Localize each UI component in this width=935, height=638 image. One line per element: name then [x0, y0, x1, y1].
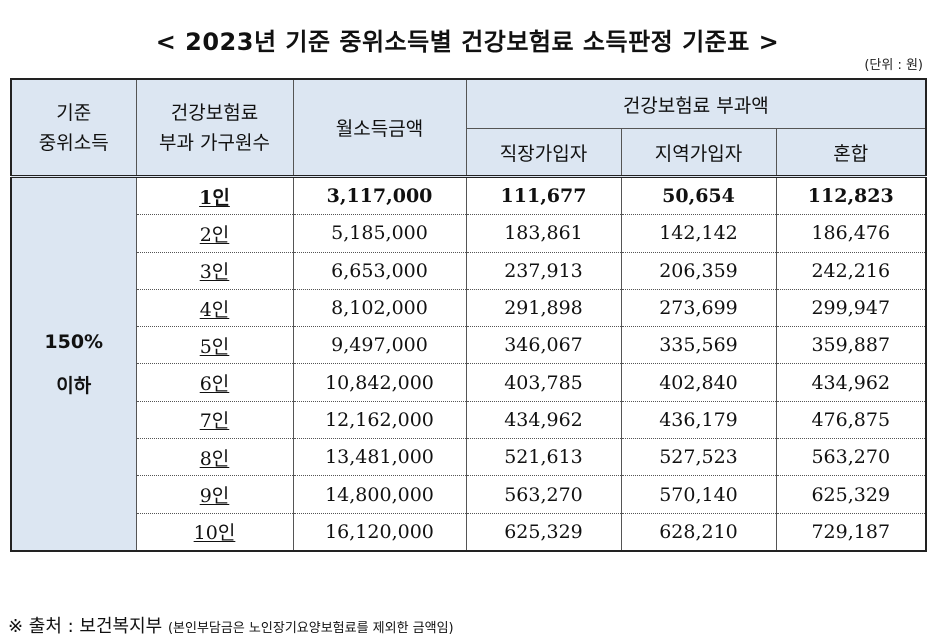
header-premium-amount: 건강보험료 부과액 [465, 78, 927, 129]
premium-table: 기준 중위소득 건강보험료 부과 가구원수 월소득금액 건강보험료 부과액 직장… [10, 78, 928, 552]
table-row: 4인 8,102,000 291,898 273,699 299,947 [11, 289, 927, 328]
regional-premium-cell: 273,699 [620, 289, 777, 328]
regional-premium-cell: 335,569 [620, 326, 777, 365]
household-size-cell: 6인 [135, 363, 294, 402]
monthly-income-cell: 13,481,000 [292, 438, 467, 477]
employee-premium-cell: 111,677 [465, 176, 622, 216]
table-row: 7인 12,162,000 434,962 436,179 476,875 [11, 401, 927, 440]
footer-source: ※ 출처 : 보건복지부 [8, 616, 163, 637]
group-label: 150% 이하 [10, 176, 137, 551]
regional-premium-cell: 402,840 [620, 363, 777, 402]
page-title: < 2023년 기준 중위소득별 건강보험료 소득판정 기준표 > [155, 28, 780, 56]
table-row: 8인 13,481,000 521,613 527,523 563,270 [11, 438, 927, 477]
mixed-premium-cell: 729,187 [775, 513, 927, 551]
header-monthly-income: 월소득금액 [292, 78, 467, 178]
footer-remark: (본인부담금은 노인장기요양보험료를 제외한 금액임) [167, 621, 454, 636]
mixed-premium-cell: 299,947 [775, 289, 927, 328]
header-employee: 직장가입자 [465, 128, 622, 178]
mixed-premium-cell: 186,476 [775, 214, 927, 253]
table-row: 3인 6,653,000 237,913 206,359 242,216 [11, 252, 927, 290]
regional-premium-cell: 142,142 [620, 214, 777, 253]
regional-premium-cell: 527,523 [620, 438, 777, 477]
employee-premium-cell: 625,329 [465, 513, 622, 551]
mixed-premium-cell: 434,962 [775, 363, 927, 402]
monthly-income-cell: 8,102,000 [292, 289, 467, 328]
regional-premium-cell: 628,210 [620, 513, 777, 551]
monthly-income-cell: 14,800,000 [292, 475, 467, 514]
table-row: 9인 14,800,000 563,270 570,140 625,329 [11, 475, 927, 514]
table-row: 6인 10,842,000 403,785 402,840 434,962 [11, 363, 927, 402]
household-size-cell: 7인 [135, 401, 294, 440]
household-size-cell: 2인 [135, 214, 294, 253]
regional-premium-cell: 206,359 [620, 252, 777, 290]
household-size-cell: 5인 [135, 326, 294, 365]
employee-premium-cell: 434,962 [465, 401, 622, 440]
monthly-income-cell: 9,497,000 [292, 326, 467, 365]
household-size-cell: 1인 [135, 176, 294, 216]
regional-premium-cell: 570,140 [620, 475, 777, 514]
household-size-cell: 8인 [135, 438, 294, 477]
table-row: 150% 이하 1인 3,117,000 111,677 50,654 112,823 [10, 176, 927, 551]
monthly-income-cell: 16,120,000 [292, 513, 467, 551]
mixed-premium-cell: 112,823 [775, 176, 927, 216]
footer-note: ※ 출처 : 보건복지부 (본인부담금은 노인장기요양보험료를 제외한 금액임) [8, 612, 454, 638]
table-row: 5인 9,497,000 346,067 335,569 359,887 [11, 326, 927, 365]
employee-premium-cell: 563,270 [465, 475, 622, 514]
monthly-income-cell: 6,653,000 [292, 252, 467, 290]
employee-premium-cell: 237,913 [465, 252, 622, 290]
header-median-income: 기준 중위소득 [10, 78, 137, 178]
regional-premium-cell: 50,654 [620, 176, 777, 216]
employee-premium-cell: 403,785 [465, 363, 622, 402]
employee-premium-cell: 346,067 [465, 326, 622, 365]
monthly-income-cell: 12,162,000 [292, 401, 467, 440]
mixed-premium-cell: 625,329 [775, 475, 927, 514]
monthly-income-cell: 5,185,000 [292, 214, 467, 253]
unit-label: (단위 : 원) [864, 58, 923, 73]
monthly-income-cell: 3,117,000 [292, 176, 467, 216]
mixed-premium-cell: 242,216 [775, 252, 927, 290]
household-size-cell: 4인 [135, 289, 294, 328]
header-household-size: 건강보험료 부과 가구원수 [135, 78, 294, 178]
mixed-premium-cell: 359,887 [775, 326, 927, 365]
household-size-cell: 9인 [135, 475, 294, 514]
table-row: 10인 16,120,000 625,329 628,210 729,187 [11, 513, 927, 551]
header-mixed: 혼합 [775, 128, 927, 178]
table-body: 150% 이하 1인 3,117,000 111,677 50,654 112,823 2인… [10, 176, 927, 551]
household-size-cell: 10인 [135, 513, 294, 551]
mixed-premium-cell: 563,270 [775, 438, 927, 477]
regional-premium-cell: 436,179 [620, 401, 777, 440]
employee-premium-cell: 291,898 [465, 289, 622, 328]
table-row: 2인 5,185,000 183,861 142,142 186,476 [11, 214, 927, 253]
household-size-cell: 3인 [135, 252, 294, 290]
header-regional: 지역가입자 [620, 128, 777, 178]
monthly-income-cell: 10,842,000 [292, 363, 467, 402]
mixed-premium-cell: 476,875 [775, 401, 927, 440]
employee-premium-cell: 521,613 [465, 438, 622, 477]
employee-premium-cell: 183,861 [465, 214, 622, 253]
